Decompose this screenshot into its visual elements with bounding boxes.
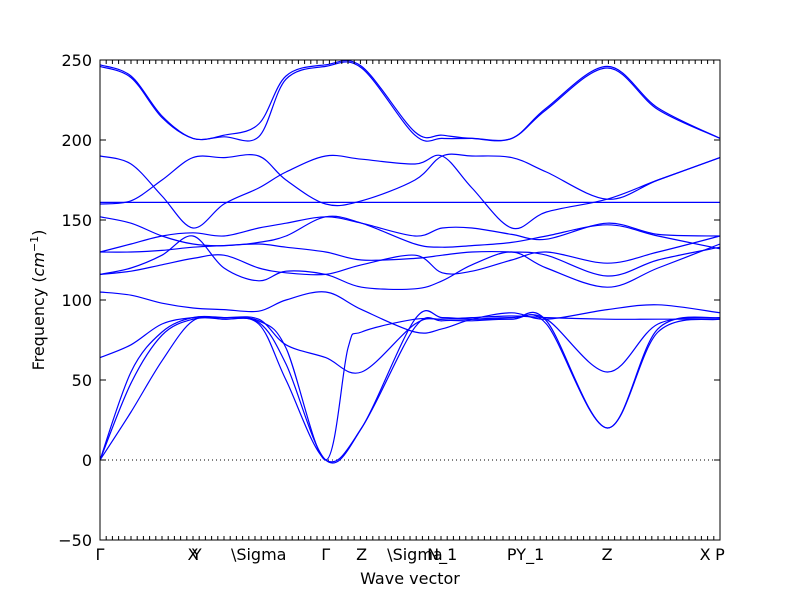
y-tick-label: 0: [82, 451, 92, 470]
x-tick-label-3: \Sigma: [231, 545, 287, 564]
x-tick-label-2: Y: [191, 545, 202, 564]
x-tick-label-12: P: [715, 545, 725, 564]
phonon-band-8: [99, 243, 721, 277]
plot-area: [99, 59, 721, 464]
x-tick-label-4: Γ: [321, 545, 330, 564]
y-tick-label: 100: [61, 291, 92, 310]
y-tick-label: −50: [58, 531, 92, 550]
phonon-band-15: [99, 61, 721, 142]
phonon-band-5: [99, 291, 721, 334]
y-axis-label-text: Frequency (: [29, 276, 48, 370]
x-tick-label-5: Z: [356, 545, 367, 564]
plot-frame: [99, 59, 721, 541]
y-axis-label-unit: cm: [29, 252, 48, 276]
y-tick-label: 150: [61, 211, 92, 230]
phonon-band-13: [99, 153, 721, 207]
y-axis-label-close: ): [29, 230, 48, 236]
y-tick-label: 50: [72, 371, 92, 390]
x-tick-label-11: X: [700, 545, 711, 564]
x-tick-label-8: P: [507, 545, 517, 564]
y-tick-label: 200: [61, 131, 92, 150]
y-axis-label-exp: −1: [28, 236, 41, 252]
phonon-band-6: [99, 235, 721, 276]
phonon-band-4: [99, 314, 721, 374]
x-tick-label-1: X: [188, 545, 199, 564]
x-tick-label-7: N_1: [427, 545, 457, 565]
phonon-band-12: [99, 154, 721, 230]
x-tick-label-6: \Sigma: [387, 545, 443, 564]
y-axis-label: Frequency (cm−1): [28, 230, 48, 371]
phonon-band-7: [99, 235, 721, 291]
phonon-band-10: [99, 216, 721, 253]
x-axis-label: Wave vector: [360, 569, 460, 588]
x-tick-label-9: Y_1: [515, 545, 544, 565]
phonon-band-2: [99, 310, 721, 464]
x-tick-label-0: Γ: [96, 545, 105, 564]
x-tick-label-10: Z: [602, 545, 613, 564]
y-tick-label: 250: [61, 51, 92, 70]
